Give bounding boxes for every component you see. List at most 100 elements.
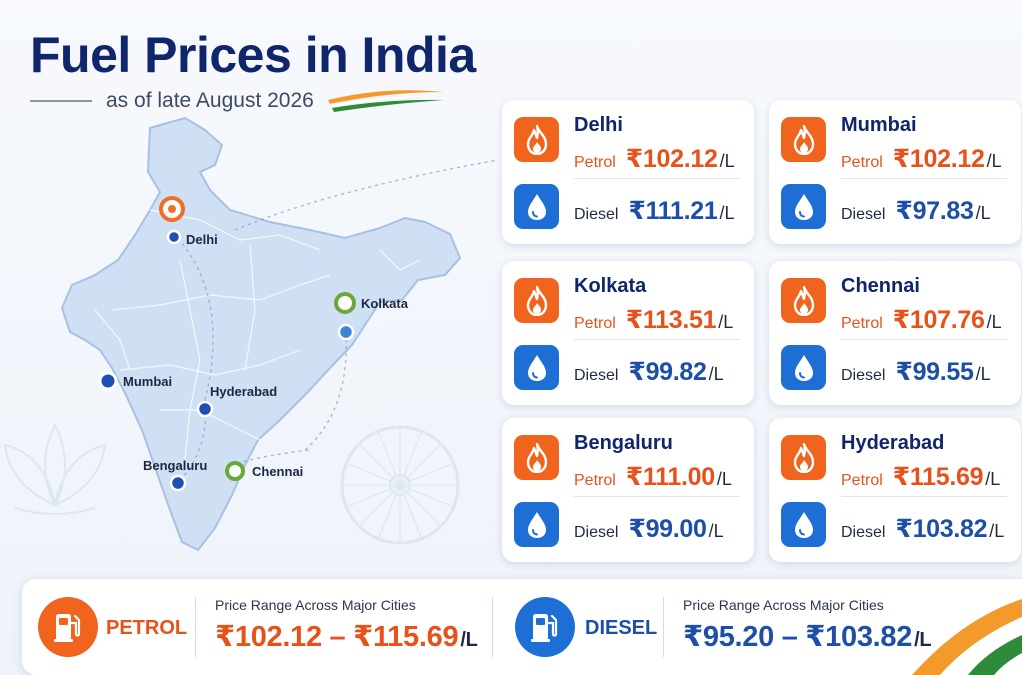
diesel-label: Diesel — [574, 367, 619, 384]
city-card-kolkata[interactable]: Kolkata Petrol ₹113.51 /L Diesel ₹99.82 … — [502, 261, 754, 405]
diesel-range-value: ₹95.20 – ₹103.82 — [683, 621, 913, 653]
flame-icon — [514, 278, 559, 323]
diesel-price: ₹99.55 — [895, 358, 974, 386]
droplet-icon — [514, 184, 559, 229]
flame-icon — [781, 278, 826, 323]
diesel-price-row: Diesel ₹99.82 /L — [574, 357, 724, 387]
diesel-range-unit: /L — [914, 629, 932, 651]
petrol-range-unit: /L — [460, 629, 478, 651]
diesel-label: Diesel — [841, 206, 886, 223]
petrol-price: ₹107.76 — [892, 306, 985, 334]
city-card-chennai[interactable]: Chennai Petrol ₹107.76 /L Diesel ₹99.55 … — [769, 261, 1021, 405]
map-marker-kolkata[interactable]: Kolkata — [334, 292, 409, 341]
petrol-price-row: Petrol ₹102.12 /L — [574, 144, 735, 174]
card-city-name: Chennai — [841, 275, 920, 297]
state-borders — [94, 209, 421, 461]
diesel-label: Diesel — [574, 206, 619, 223]
tricolor-swoosh-icon — [327, 90, 444, 112]
card-divider — [574, 178, 740, 179]
map-marker-bengaluru[interactable]: Bengaluru — [143, 458, 207, 492]
petrol-price-row: Petrol ₹113.51 /L — [574, 305, 733, 335]
diesel-price-row: Diesel ₹99.00 /L — [574, 514, 724, 544]
flame-icon — [514, 117, 559, 162]
city-card-hyderabad[interactable]: Hyderabad Petrol ₹115.69 /L Diesel ₹103.… — [769, 418, 1021, 562]
petrol-unit: /L — [719, 151, 735, 171]
petrol-price: ₹102.12 — [625, 145, 718, 173]
summary-center-separator — [492, 597, 493, 657]
map-label-bengaluru: Bengaluru — [143, 458, 207, 473]
petrol-label: Petrol — [574, 472, 616, 489]
petrol-label: Petrol — [574, 154, 616, 171]
card-divider — [574, 496, 740, 497]
map-marker-chennai[interactable]: Chennai — [225, 461, 303, 481]
card-divider — [574, 339, 740, 340]
summary-diesel-range: ₹95.20 – ₹103.82/L — [683, 619, 932, 654]
city-card-delhi[interactable]: Delhi Petrol ₹102.12 /L Diesel ₹111.21 /… — [502, 100, 754, 244]
droplet-icon — [781, 184, 826, 229]
summary-petrol-label: PETROL — [106, 617, 188, 639]
petrol-label: Petrol — [841, 315, 883, 332]
subtitle-row: as of late August 2026 — [30, 88, 446, 114]
petrol-unit: /L — [718, 312, 734, 332]
diesel-label: Diesel — [574, 524, 619, 541]
city-card-mumbai[interactable]: Mumbai Petrol ₹102.12 /L Diesel ₹97.83 /… — [769, 100, 1021, 244]
fuel-pump-icon — [38, 597, 98, 657]
diesel-unit: /L — [708, 521, 724, 541]
card-city-name: Hyderabad — [841, 432, 945, 454]
petrol-price: ₹113.51 — [625, 306, 717, 334]
diesel-price: ₹99.82 — [628, 358, 707, 386]
petrol-label: Petrol — [841, 472, 883, 489]
diesel-price: ₹103.82 — [895, 515, 988, 543]
map-label-mumbai: Mumbai — [123, 374, 172, 389]
droplet-icon — [514, 502, 559, 547]
petrol-price-row: Petrol ₹111.00 /L — [574, 462, 732, 492]
card-city-name: Kolkata — [574, 275, 647, 297]
droplet-icon — [781, 345, 826, 390]
map-marker-hyderabad[interactable]: Hyderabad — [196, 384, 277, 418]
petrol-label: Petrol — [841, 154, 883, 171]
petrol-price-row: Petrol ₹102.12 /L — [841, 144, 1002, 174]
diesel-unit: /L — [989, 521, 1005, 541]
card-divider — [841, 178, 1007, 179]
diesel-unit: /L — [975, 203, 991, 223]
tricolor-corner-icon — [912, 599, 1022, 675]
card-divider — [841, 339, 1007, 340]
diesel-unit: /L — [719, 203, 735, 223]
city-card-bengaluru[interactable]: Bengaluru Petrol ₹111.00 /L Diesel ₹99.0… — [502, 418, 754, 562]
summary-separator — [195, 597, 196, 657]
summary-petrol-range: ₹102.12 – ₹115.69/L — [215, 619, 478, 654]
page-subtitle: as of late August 2026 — [106, 89, 314, 112]
petrol-unit: /L — [985, 469, 1001, 489]
summary-separator — [663, 597, 664, 657]
map-label-delhi: Delhi — [186, 232, 218, 247]
map-label-kolkata: Kolkata — [361, 296, 409, 311]
diesel-price-row: Diesel ₹103.82 /L — [841, 514, 1004, 544]
petrol-price: ₹115.69 — [892, 463, 984, 491]
card-city-name: Bengaluru — [574, 432, 673, 454]
petrol-unit: /L — [716, 469, 732, 489]
diesel-price-row: Diesel ₹97.83 /L — [841, 196, 991, 226]
petrol-price: ₹111.00 — [625, 463, 715, 491]
diesel-price: ₹111.21 — [628, 197, 718, 225]
petrol-price: ₹102.12 — [892, 145, 985, 173]
map-marker-delhi[interactable]: Delhi — [159, 196, 218, 247]
summary-diesel-caption: Price Range Across Major Cities — [683, 597, 884, 613]
map-marker-mumbai[interactable]: Mumbai — [98, 371, 172, 391]
diesel-price-row: Diesel ₹111.21 /L — [574, 196, 735, 226]
diesel-label: Diesel — [841, 367, 886, 384]
petrol-unit: /L — [986, 312, 1002, 332]
petrol-unit: /L — [986, 151, 1002, 171]
subtitle-divider — [30, 100, 92, 102]
droplet-icon — [781, 502, 826, 547]
diesel-label: Diesel — [841, 524, 886, 541]
india-outline — [60, 116, 462, 552]
card-city-name: Mumbai — [841, 114, 917, 136]
summary-petrol-caption: Price Range Across Major Cities — [215, 597, 416, 613]
card-divider — [841, 496, 1007, 497]
fuel-pump-icon — [515, 597, 575, 657]
flame-icon — [781, 435, 826, 480]
petrol-label: Petrol — [574, 315, 616, 332]
diesel-price: ₹99.00 — [628, 515, 707, 543]
chakra-watermark-icon — [340, 425, 460, 545]
summary-diesel-label: DIESEL — [585, 617, 658, 639]
